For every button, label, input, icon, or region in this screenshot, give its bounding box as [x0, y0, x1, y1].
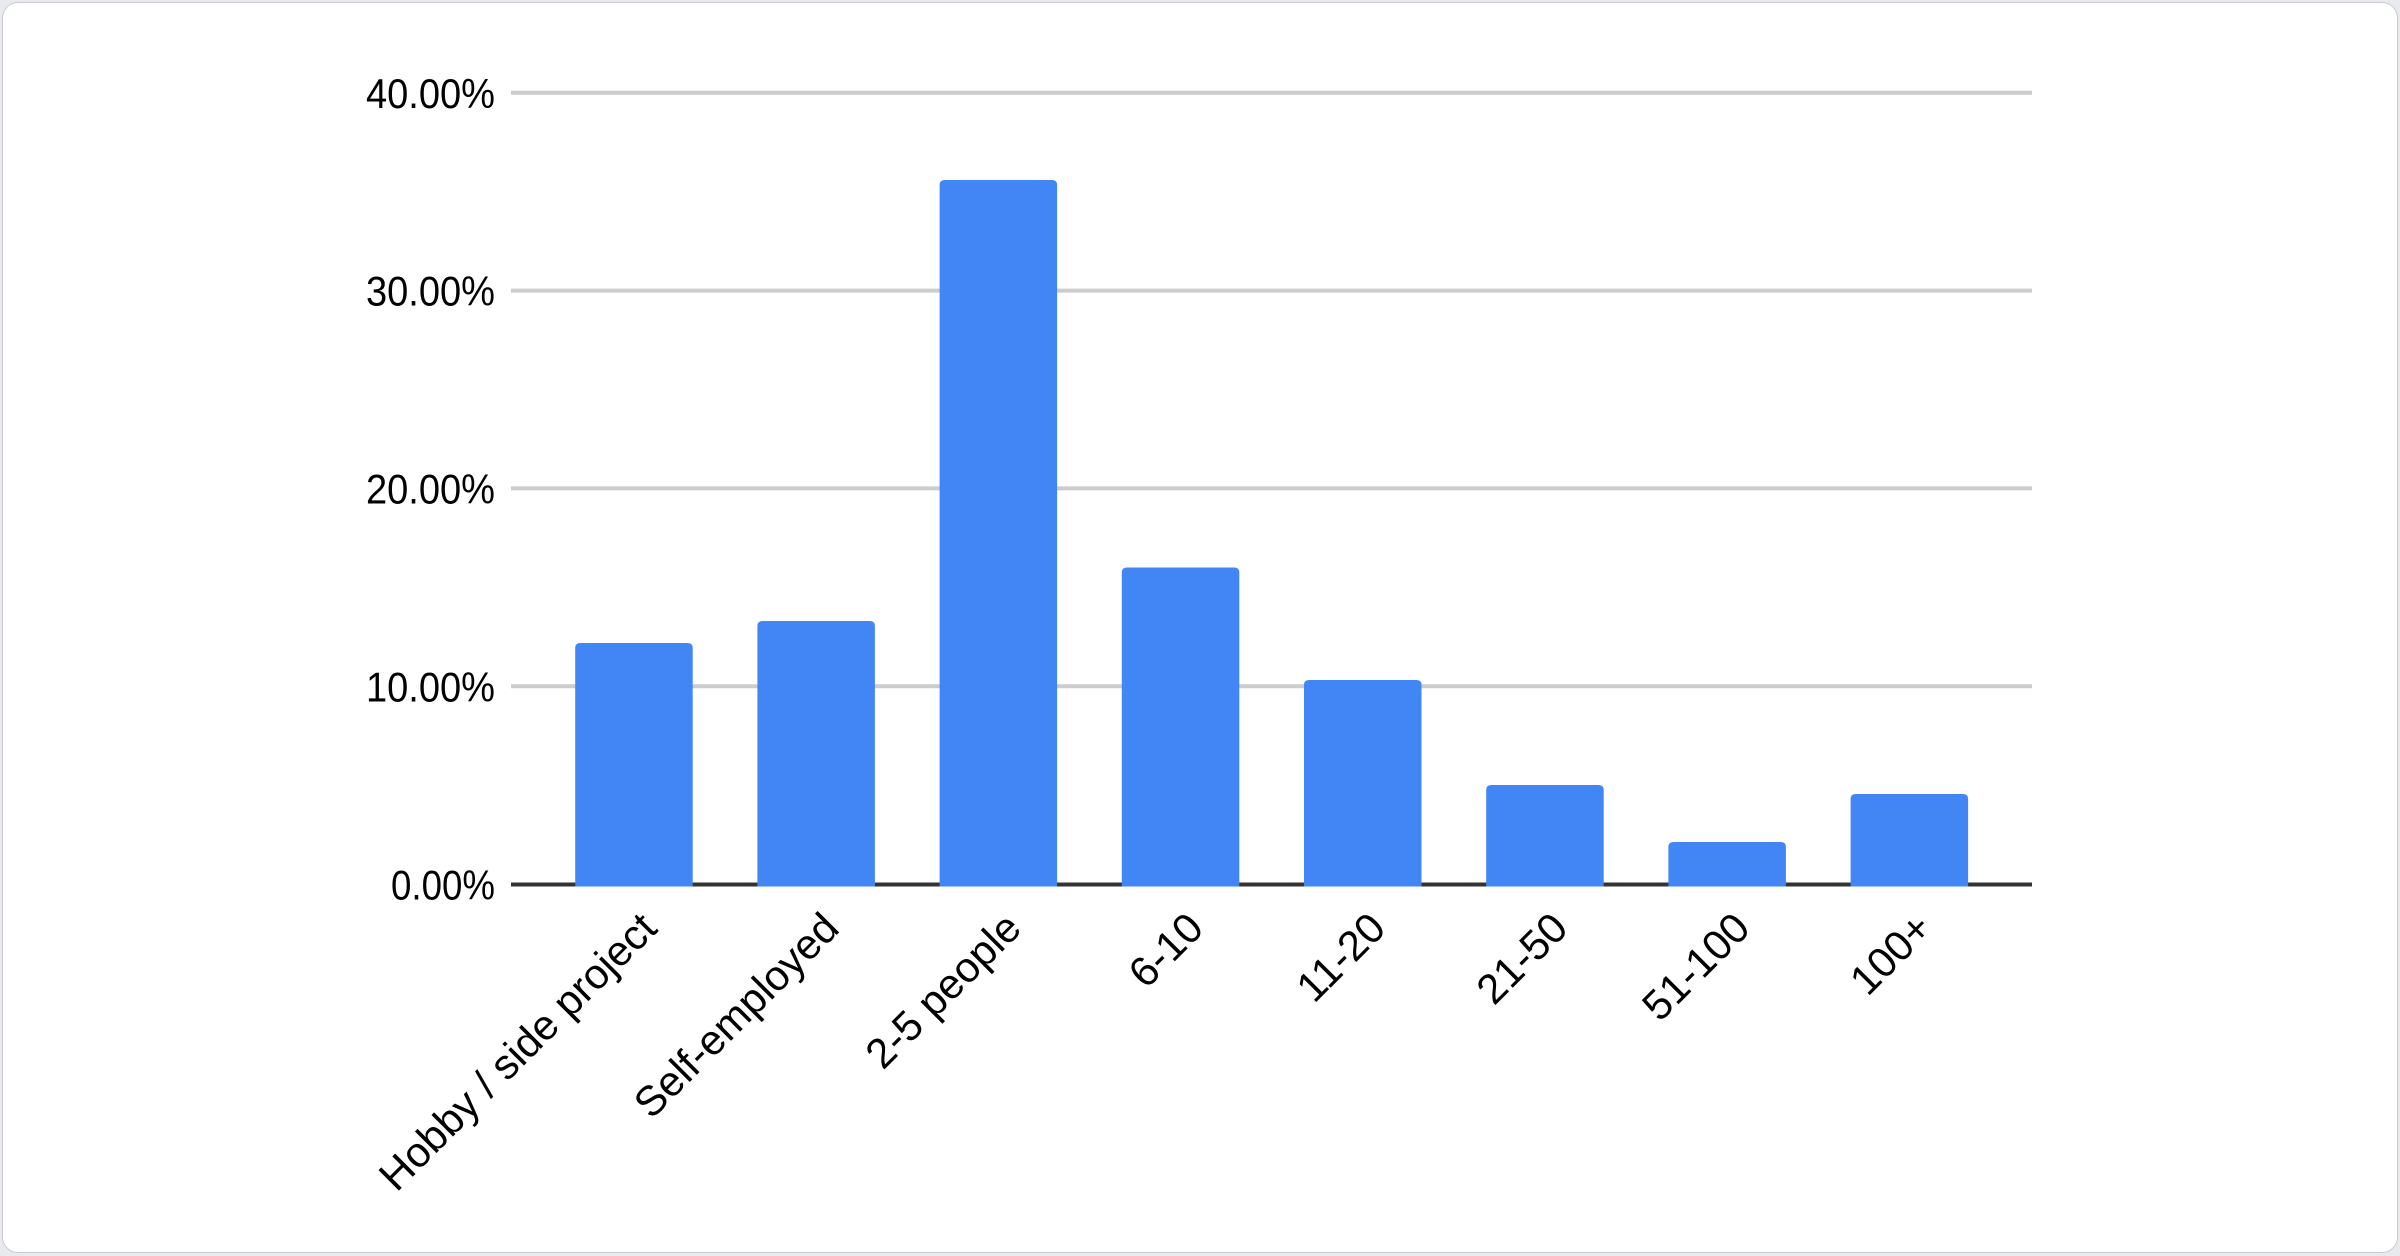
- svg-text:100+: 100+: [1841, 904, 1941, 1004]
- svg-text:51-100: 51-100: [1633, 904, 1759, 1030]
- svg-text:2-5 people: 2-5 people: [856, 904, 1030, 1078]
- svg-text:40.00%: 40.00%: [366, 70, 495, 117]
- svg-text:20.00%: 20.00%: [366, 466, 495, 513]
- svg-text:30.00%: 30.00%: [366, 268, 495, 315]
- svg-text:21-50: 21-50: [1467, 904, 1576, 1013]
- svg-text:Hobby / side project: Hobby / side project: [370, 903, 666, 1199]
- svg-text:11-20: 11-20: [1287, 904, 1394, 1011]
- svg-text:6-10: 6-10: [1119, 904, 1212, 997]
- svg-text:0.00%: 0.00%: [391, 862, 495, 909]
- svg-text:10.00%: 10.00%: [366, 663, 495, 710]
